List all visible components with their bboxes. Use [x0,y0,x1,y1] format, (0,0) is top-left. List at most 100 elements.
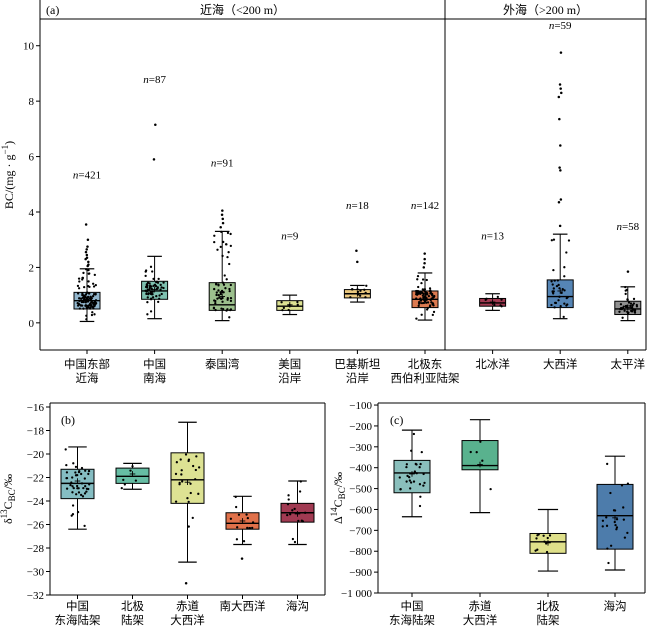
scatter-point [615,526,619,529]
scatter-point [145,290,148,293]
scatter-point [229,296,233,300]
scatter-point [228,290,231,293]
scatter-point [229,244,232,248]
outlier-point [154,123,157,126]
scatter-point [620,484,624,487]
scatter-point [65,471,69,474]
scatter-point [536,548,539,551]
scatter-point [226,255,229,259]
scatter-point [405,465,408,469]
scatter-point [627,301,631,304]
panel-b-group-4: 海沟 [280,480,315,613]
scatter-point [426,301,430,304]
scatter-point [415,297,418,300]
panel-b: (b) −16 −18 −20 −22 −24 −26 −28 −30 −32 δ13CBC/‰ 中国… [0,402,326,627]
scatter-point [350,288,354,291]
scatter-point [415,289,418,293]
scatter-point [212,307,216,310]
scatter-point [416,278,419,281]
scatter-point [418,483,422,486]
scatter-point [413,471,417,474]
scatter-point [217,289,220,292]
scatter-point [561,288,564,291]
scatter-point [417,304,420,307]
scatter-point [158,294,161,297]
scatter-point [215,293,218,297]
scatter-point [222,307,225,311]
y-tick-label: −30 [27,566,45,578]
scatter-point [545,550,549,554]
scatter-point [422,301,426,305]
scatter-point [409,487,412,490]
sample-size-label: n=13 [481,231,504,243]
scatter-point [228,287,231,291]
scatter-point [406,474,409,478]
scatter-point [146,313,149,316]
scatter-point [88,483,91,486]
outlier-point [559,87,562,90]
scatter-point [357,293,360,296]
scatter-point [88,307,92,310]
scatter-point [93,273,96,276]
scatter-point [195,455,198,458]
scatter-point [85,490,88,493]
scatter-point [398,476,401,479]
scatter-point [194,478,197,481]
scatter-point [615,518,619,521]
scatter-point [152,277,155,281]
scatter-point [235,538,239,541]
scatter-point [629,309,633,313]
scatter-point [363,288,366,291]
scatter-point [299,480,302,483]
scatter-point [87,472,90,476]
scatter-point [359,289,362,292]
scatter-point [162,286,165,290]
scatter-point [418,504,422,508]
category-label: 巴基斯坦 [334,357,380,371]
scatter-point [149,265,153,268]
outlier-point [558,224,562,228]
section-label: 近海（<200 m） [200,2,285,17]
scatter-point [76,304,80,307]
scatter-point [419,495,422,498]
scatter-point [92,282,95,285]
scatter-point [286,503,290,506]
scatter-point [178,481,181,485]
y-tick-label: −16 [27,402,45,414]
scatter-point [181,480,184,483]
scatter-point [537,533,540,536]
scatter-point [620,307,623,311]
scatter-point [559,304,562,308]
outlier-point [87,263,90,266]
scatter-point [65,487,69,490]
scatter-point [431,313,434,316]
scatter-point [91,305,94,309]
scatter-point [84,485,87,488]
scatter-point [71,476,74,479]
scatter-point [556,279,560,282]
scatter-point [245,513,248,516]
scatter-point [286,513,289,517]
scatter-point [424,290,427,293]
category-label: 大西洋 [170,613,205,627]
scatter-point [500,298,503,301]
sample-size-label: n=91 [211,157,234,169]
scatter-point [427,295,431,298]
scatter-point [215,291,218,294]
scatter-point [623,309,626,312]
scatter-point [222,281,225,284]
scatter-point [147,292,150,295]
scatter-point [219,291,222,294]
scatter-point [79,472,83,476]
scatter-point [251,521,255,524]
scatter-point [543,540,546,543]
scatter-point [92,285,96,288]
scatter-point [613,520,616,524]
outlier-point [84,223,88,226]
outlier-point [423,257,426,261]
scatter-point [234,505,238,509]
category-label: 东海陆架 [55,613,101,627]
y-tick-label: −700 [349,525,372,537]
scatter-point [423,481,426,485]
